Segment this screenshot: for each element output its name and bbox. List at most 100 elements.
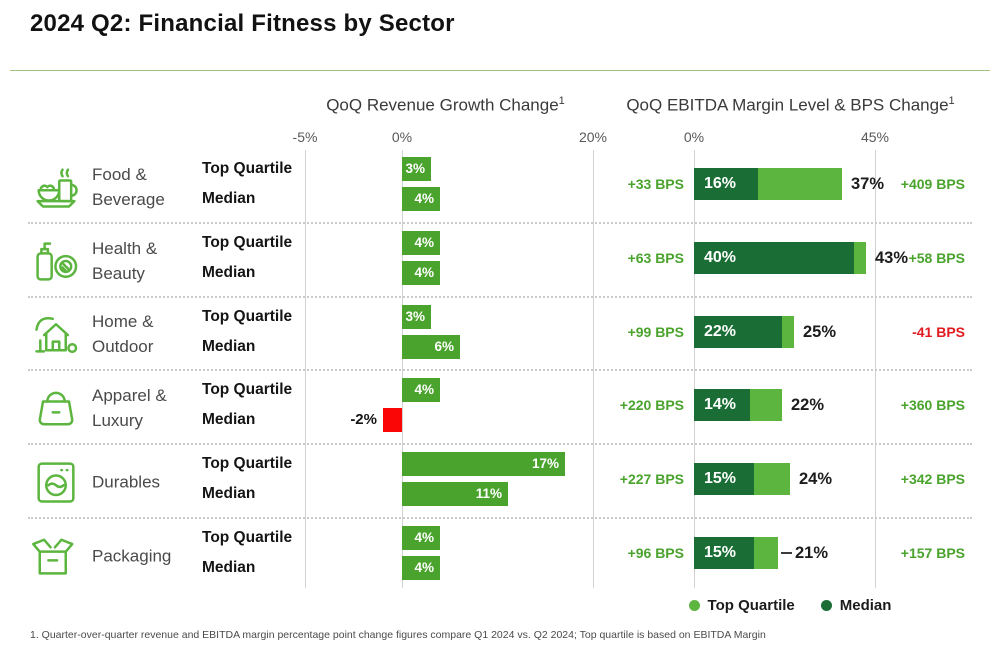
- sector-row-home-outdoor: Home & Outdoor Top Quartile Median 3% 6%…: [0, 298, 1000, 372]
- revenue-median-value: 11%: [475, 486, 502, 502]
- ebitda-median-segment: 40%: [694, 241, 854, 274]
- ebitda-stacked-bar: 40%: [694, 241, 866, 274]
- top-quartile-label: Top Quartile: [202, 160, 293, 177]
- gridline-ebitda-45: [875, 150, 876, 588]
- bps-change-left: +96 BPS: [627, 544, 684, 561]
- ebitda-top-quartile-value: 24%: [799, 470, 833, 489]
- revenue-panel-title-footnote-marker: 1: [558, 95, 565, 107]
- revenue-median-value: 4%: [414, 191, 434, 206]
- median-label: Median: [202, 337, 256, 355]
- ebitda-top-quartile-value: 37%: [851, 175, 885, 193]
- sector-row-health-beauty: Health & Beauty Top Quartile Median 4% 4…: [0, 224, 1000, 298]
- legend-item-top-quartile: Top Quartile: [688, 597, 795, 614]
- revenue-panel-title-text: QoQ Revenue Growth Change: [326, 95, 559, 115]
- ebitda-top-quartile-segment: [754, 536, 778, 569]
- legend-median-label: Median: [839, 597, 892, 614]
- ebitda-top-quartile-segment: [782, 315, 794, 348]
- revenue-median-value: 6%: [434, 338, 454, 354]
- bps-change-right: +360 BPS: [900, 397, 965, 414]
- ebitda-median-value: 22%: [704, 322, 737, 340]
- revenue-top-quartile-bar: 4%: [402, 525, 440, 550]
- sector-row-durables: Durables Top Quartile Median 17% 11% +22…: [0, 445, 1000, 519]
- ebitda-axis-tick-45: 45%: [860, 129, 890, 145]
- ebitda-top-quartile-segment: [750, 389, 782, 422]
- revenue-top-quartile-bar: 3%: [402, 157, 431, 181]
- ebitda-median-value: 14%: [704, 396, 737, 414]
- bps-change-right: +342 BPS: [900, 471, 965, 488]
- ebitda-panel-title-text: QoQ EBITDA Margin Level & BPS Change: [626, 95, 949, 115]
- legend: Top Quartile Median: [595, 597, 985, 614]
- bps-change-right: -41 BPS: [912, 323, 965, 340]
- sector-name: Durables: [92, 472, 161, 492]
- ebitda-stacked-bar: 15%: [694, 463, 790, 496]
- median-label: Median: [202, 485, 256, 503]
- sector-row-food-beverage: Food & Beverage Top Quartile Median 3% 4…: [0, 150, 1000, 224]
- bps-change-left: +220 BPS: [619, 397, 684, 414]
- ebitda-top-quartile-value: 22%: [791, 396, 825, 415]
- ebitda-median-segment: 15%: [694, 536, 754, 569]
- ebitda-median-segment: 14%: [694, 389, 750, 422]
- ebitda-median-value: 15%: [704, 543, 737, 561]
- bps-change-left: +63 BPS: [627, 249, 684, 266]
- gridline-ebitda-0: [694, 150, 695, 588]
- top-quartile-label: Top Quartile: [202, 455, 293, 473]
- revenue-axis-tick-20: 20%: [578, 129, 608, 145]
- revenue-median-bar: 4%: [402, 555, 440, 580]
- ebitda-panel-title: QoQ EBITDA Margin Level & BPS Change1: [613, 95, 968, 116]
- footnote: 1. Quarter-over-quarter revenue and EBIT…: [30, 629, 766, 641]
- ebitda-median-value: 15%: [704, 470, 737, 488]
- packaging-icon: [30, 530, 82, 582]
- sector-row-apparel-luxury: Apparel & Luxury Top Quartile Median 4% …: [0, 371, 1000, 445]
- ebitda-top-quartile-value: 25%: [803, 322, 837, 341]
- home-outdoor-icon: [30, 308, 82, 360]
- ebitda-stacked-bar: 14%: [694, 389, 782, 422]
- sector-name: Packaging: [92, 546, 172, 566]
- ebitda-top-quartile-segment: [754, 463, 790, 496]
- bps-change-right: +409 BPS: [900, 176, 965, 192]
- revenue-axis-tick-0: 0%: [391, 129, 413, 145]
- sector-row-packaging: Packaging Top Quartile Median 4% 4% +96 …: [0, 519, 1000, 593]
- revenue-top-quartile-bar: 3%: [402, 304, 431, 329]
- revenue-axis-tick-neg5: -5%: [292, 129, 318, 145]
- legend-item-median: Median: [820, 597, 892, 614]
- bps-change-right: +58 BPS: [908, 249, 965, 266]
- median-dot-icon: [820, 600, 832, 611]
- ebitda-axis-tick-0: 0%: [683, 129, 705, 145]
- ebitda-top-quartile-segment: [758, 168, 842, 200]
- ebitda-stacked-bar: 16%: [694, 168, 842, 200]
- top-quartile-label: Top Quartile: [202, 381, 293, 399]
- revenue-top-quartile-value: 17%: [531, 456, 559, 472]
- ebitda-panel-title-footnote-marker: 1: [948, 95, 955, 107]
- sector-name: Food & Beverage: [92, 164, 165, 209]
- durables-icon: [30, 456, 82, 508]
- health-beauty-icon: [30, 235, 82, 287]
- revenue-median-value: 4%: [414, 559, 434, 575]
- bps-change-left: +99 BPS: [627, 323, 684, 340]
- top-quartile-label: Top Quartile: [202, 307, 293, 325]
- ebitda-top-quartile-value: 21%: [795, 543, 829, 562]
- median-label: Median: [202, 263, 256, 281]
- revenue-median-bar: 6%: [402, 334, 460, 359]
- top-quartile-dot-icon: [688, 600, 700, 611]
- revenue-median-bar: 4%: [402, 187, 440, 211]
- median-label: Median: [202, 558, 256, 576]
- sector-name: Health & Beauty: [92, 238, 158, 283]
- revenue-median-bar: [383, 408, 402, 433]
- median-label: Median: [202, 190, 256, 207]
- sector-name: Apparel & Luxury: [92, 386, 167, 431]
- top-quartile-label: Top Quartile: [202, 233, 293, 251]
- legend-top-quartile-label: Top Quartile: [707, 597, 795, 614]
- top-quartile-label: Top Quartile: [202, 528, 293, 546]
- ebitda-median-segment: 16%: [694, 168, 758, 200]
- bps-change-left: +227 BPS: [619, 471, 684, 488]
- apparel-luxury-icon: [30, 382, 82, 434]
- title-divider: [10, 70, 990, 71]
- revenue-negative-value: -2%: [350, 411, 377, 429]
- revenue-top-quartile-value: 4%: [414, 529, 434, 545]
- revenue-median-bar: 11%: [402, 482, 508, 507]
- page-title: 2024 Q2: Financial Fitness by Sector: [30, 10, 455, 37]
- revenue-top-quartile-bar: 17%: [402, 452, 565, 477]
- revenue-top-quartile-value: 3%: [405, 161, 425, 176]
- ebitda-median-value: 16%: [704, 175, 737, 192]
